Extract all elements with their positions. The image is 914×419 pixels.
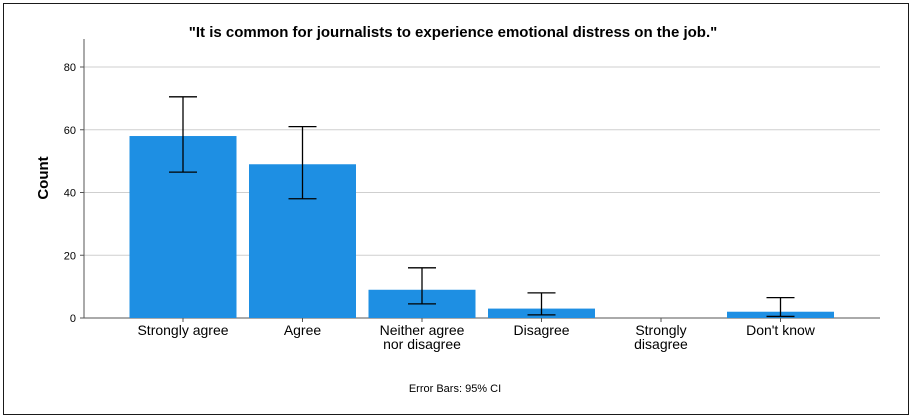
y-tick-label: 20	[64, 250, 76, 262]
y-axis-label: Count	[35, 156, 52, 199]
chart-title: "It is common for journalists to experie…	[189, 24, 718, 41]
y-tick-label: 60	[64, 125, 76, 137]
category-labels: Strongly agree Agree Neither agree nor disa…	[137, 322, 815, 352]
error-bars	[169, 96, 795, 318]
y-tick-label: 80	[64, 62, 76, 74]
x-tick-label: Disagree	[513, 322, 569, 338]
x-tick-label: Don't know	[746, 322, 816, 338]
y-tick-label: 0	[70, 313, 76, 325]
error-bars-footnote: Error Bars: 95% CI	[409, 383, 501, 395]
y-tick-label: 40	[64, 188, 76, 200]
x-tick-label: Strongly disagree	[634, 322, 688, 352]
bars	[129, 136, 834, 318]
x-tick-label: Neither agree nor disagree	[380, 322, 465, 352]
x-tick-label: Agree	[284, 322, 322, 338]
x-tick-label: Strongly agree	[137, 322, 228, 338]
